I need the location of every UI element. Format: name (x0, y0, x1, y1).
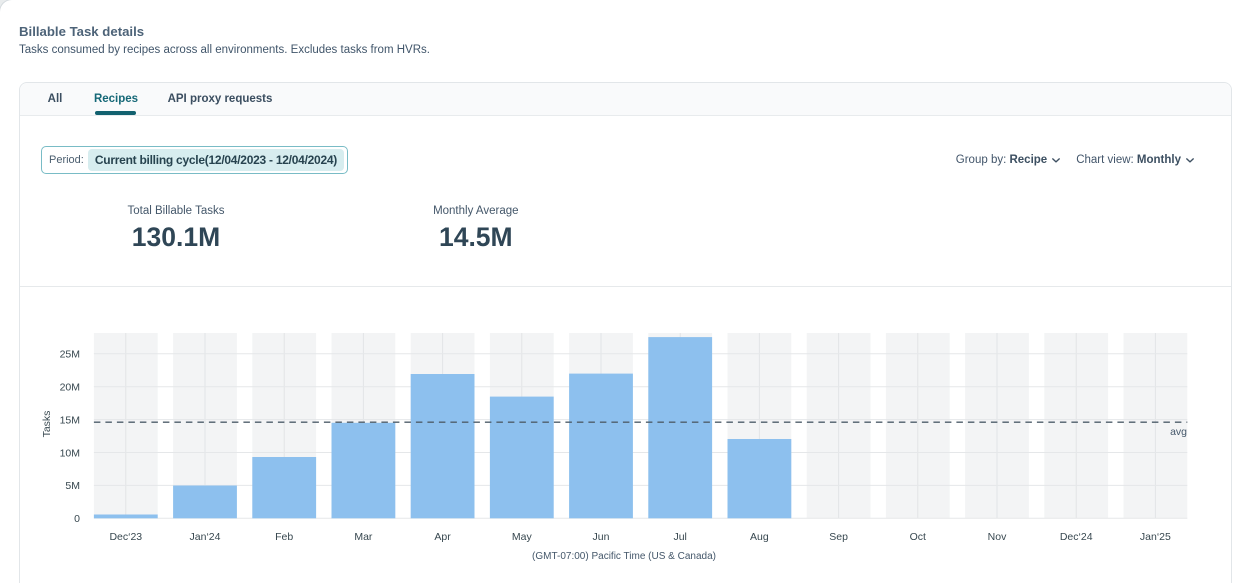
svg-text:25M: 25M (60, 349, 80, 361)
svg-text:Sep: Sep (829, 531, 848, 543)
svg-text:Jan‘25: Jan‘25 (1140, 531, 1171, 543)
svg-text:Jun: Jun (593, 531, 610, 543)
svg-text:Tasks: Tasks (41, 411, 53, 438)
svg-text:20M: 20M (60, 382, 80, 394)
svg-text:15M: 15M (60, 414, 80, 426)
svg-text:Dec‘24: Dec‘24 (1060, 531, 1093, 543)
svg-text:Mar: Mar (354, 531, 373, 543)
svg-text:Nov: Nov (988, 531, 1007, 543)
svg-text:Dec‘23: Dec‘23 (109, 531, 142, 543)
svg-text:5M: 5M (65, 480, 80, 492)
svg-text:10M: 10M (60, 447, 80, 459)
svg-text:Oct: Oct (910, 531, 926, 543)
svg-text:Jul: Jul (673, 531, 686, 543)
svg-text:Aug: Aug (750, 531, 769, 543)
svg-text:Apr: Apr (434, 531, 451, 543)
svg-text:(GMT-07:00) Pacific Time (US &: (GMT-07:00) Pacific Time (US & Canada) (532, 551, 716, 562)
svg-text:Feb: Feb (275, 531, 293, 543)
svg-text:0: 0 (74, 513, 80, 525)
svg-text:avg: avg (1170, 426, 1187, 438)
svg-text:Jan‘24: Jan‘24 (190, 531, 221, 543)
svg-text:May: May (512, 531, 533, 543)
